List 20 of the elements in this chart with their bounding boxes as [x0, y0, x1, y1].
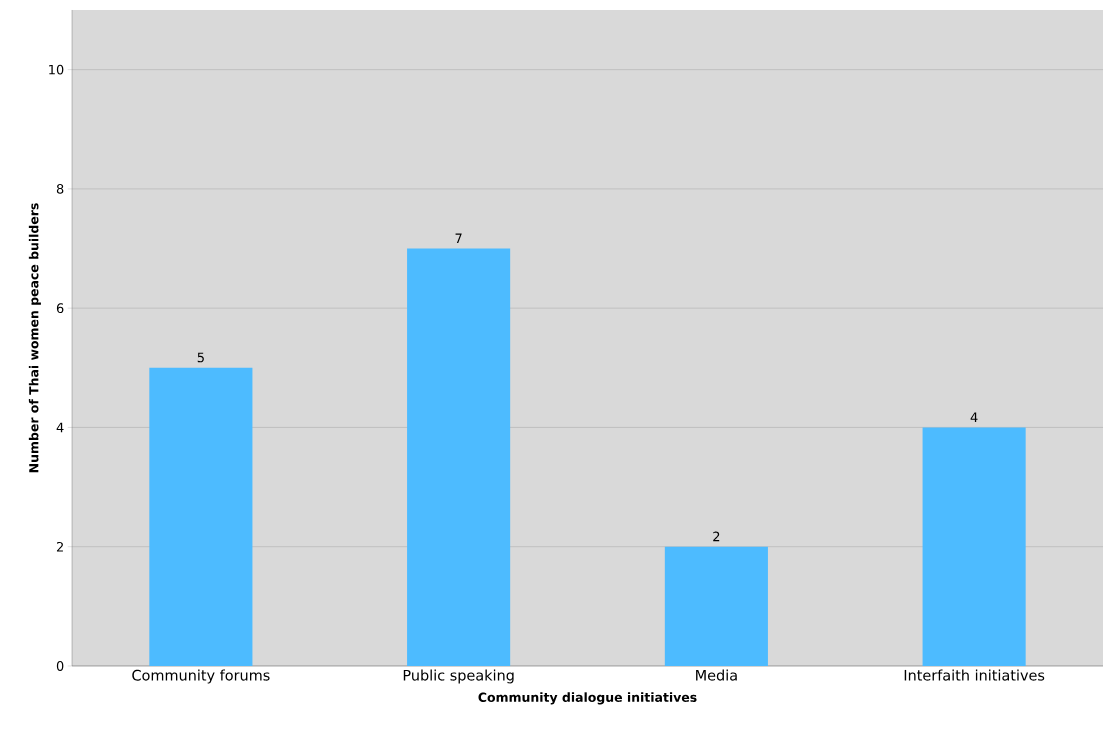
x-tick-label: Community forums — [132, 669, 270, 684]
x-tick-label: Interfaith initiatives — [904, 669, 1045, 681]
data-label: 7 — [455, 233, 462, 244]
x-tick-label: Public speaking — [403, 669, 514, 684]
data-label: 4 — [970, 412, 978, 422]
y-axis-title: Number of Thai women peace builders — [28, 203, 41, 473]
y-tick-label: 0 — [56, 661, 64, 671]
x-tick-label: Media — [696, 669, 737, 681]
bar — [922, 427, 1026, 666]
bar — [664, 546, 768, 666]
x-axis-title: Community dialogue initiatives — [478, 692, 697, 705]
y-tick-label: 4 — [56, 422, 64, 433]
data-label: 5 — [197, 352, 204, 363]
y-tick-label: 6 — [56, 303, 64, 314]
y-tick-label: 10 — [49, 64, 64, 75]
data-label: 2 — [713, 531, 720, 542]
bar — [149, 367, 253, 666]
bar — [407, 248, 511, 666]
y-tick-label: 8 — [56, 184, 64, 194]
y-tick-label: 2 — [56, 541, 63, 552]
